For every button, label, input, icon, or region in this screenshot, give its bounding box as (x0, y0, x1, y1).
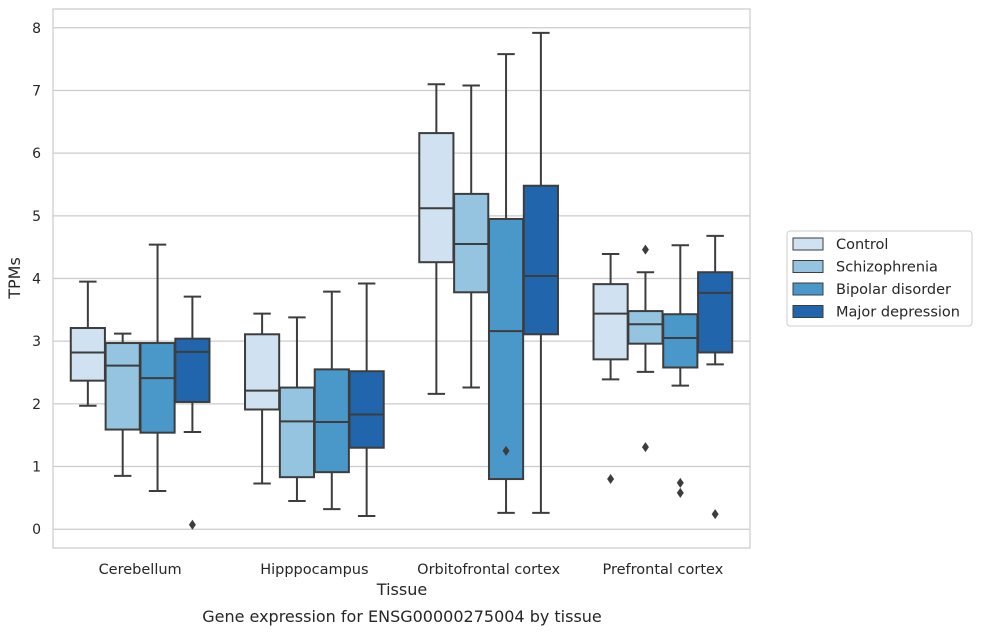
box-groups (69, 31, 734, 530)
y-gridlines (53, 27, 750, 530)
box-bipolar-disorder (139, 342, 176, 434)
box-group-hipppocampus (244, 282, 385, 518)
box-control (592, 283, 629, 361)
box-bipolar-disorder (487, 217, 525, 481)
box-control (69, 327, 106, 382)
box-group-cerebellum (69, 243, 211, 530)
outlier-point (607, 474, 615, 485)
outlier-point (676, 477, 684, 488)
box-group-prefrontal-cortex (592, 234, 734, 520)
y-tick-label: 0 (32, 522, 41, 538)
legend-swatch (792, 282, 824, 296)
legend-frame (786, 230, 973, 327)
y-tick-label: 8 (32, 21, 41, 37)
outlier-point (641, 442, 649, 453)
x-tick-label: Prefrontal cortex (602, 562, 723, 578)
box-major-depression (522, 184, 559, 336)
y-tick-label: 7 (32, 83, 41, 99)
y-tick-label: 5 (32, 209, 41, 225)
box-schizophrenia (627, 310, 664, 345)
x-tick-label: Cerebellum (99, 562, 182, 578)
y-tick-label: 6 (32, 146, 41, 162)
box-bipolar-disorder (313, 368, 350, 474)
box-schizophrenia (104, 342, 141, 431)
outlier-point (188, 519, 196, 530)
y-axis-label: TPMs (5, 257, 24, 300)
x-tick-labels: Cerebellum Hipppocampus Orbitofrontal cort… (99, 562, 724, 578)
y-tick-labels: 0 1 2 3 4 5 6 7 8 (32, 21, 41, 538)
legend-swatch (792, 237, 824, 251)
legend-label: Control (836, 237, 888, 253)
x-axis-label: Tissue (376, 580, 427, 599)
outlier-point (711, 509, 719, 520)
legend-label: Bipolar disorder (836, 282, 951, 298)
x-tick-label: Orbitofrontal cortex (417, 562, 560, 578)
outlier-point (641, 244, 649, 255)
legend-label: Schizophrenia (836, 260, 938, 276)
box-bipolar-disorder (662, 313, 699, 369)
box-control (244, 333, 281, 411)
legend-label: Major depression (836, 305, 960, 321)
outlier-point (676, 487, 684, 498)
box-schizophrenia (278, 386, 316, 479)
legend: Control Schizophrenia Bipolar disorder Majo… (786, 230, 973, 327)
chart-caption: Gene expression for ENSG00000275004 by t… (202, 607, 602, 626)
box-major-depression (697, 271, 734, 354)
box-major-depression (348, 370, 385, 449)
y-tick-label: 2 (32, 397, 41, 413)
outlier-point (502, 445, 510, 456)
legend-swatch (792, 260, 824, 273)
y-tick-label: 3 (32, 334, 41, 350)
x-tick-label: Hipppocampus (260, 562, 368, 578)
box-group-orbitofrontal-cortex (418, 31, 559, 514)
y-tick-label: 4 (32, 272, 41, 288)
box-major-depression (174, 337, 211, 403)
y-tick-label: 1 (32, 460, 41, 476)
box-control (418, 132, 455, 264)
legend-swatch (792, 305, 824, 318)
